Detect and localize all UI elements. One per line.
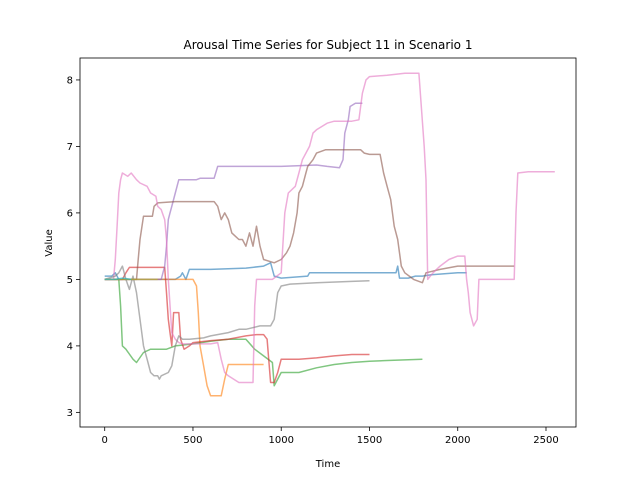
x-axis-label: Time	[315, 459, 340, 470]
x-tick-label: 2500	[533, 435, 558, 446]
y-tick-label: 3	[67, 408, 73, 419]
series-line-10	[104, 277, 132, 281]
y-tick-label: 6	[67, 208, 73, 219]
y-tick-label: 7	[67, 142, 73, 153]
y-tick-label: 5	[67, 275, 73, 286]
y-tick-label: 4	[67, 341, 73, 352]
series-line-8	[104, 265, 370, 380]
series-line-7	[104, 72, 555, 384]
x-tick-label: 500	[183, 435, 202, 446]
y-axis: 3 4 5 6 7 8	[67, 75, 80, 419]
series-line-6	[104, 149, 515, 284]
chart-title: Arousal Time Series for Subject 11 in Sc…	[184, 38, 473, 52]
x-tick-label: 0	[102, 435, 108, 446]
series-line-5	[104, 102, 363, 281]
y-tick-label: 8	[67, 75, 73, 86]
series-layer	[104, 72, 555, 397]
series-line-2	[104, 278, 264, 397]
x-axis: 0 500 1000 1500 2000 2500	[102, 427, 559, 446]
x-tick-label: 2000	[445, 435, 470, 446]
y-axis-label: Value	[44, 229, 55, 256]
x-tick-label: 1500	[357, 435, 382, 446]
plot-frame	[79, 57, 577, 428]
x-tick-label: 1000	[268, 435, 293, 446]
